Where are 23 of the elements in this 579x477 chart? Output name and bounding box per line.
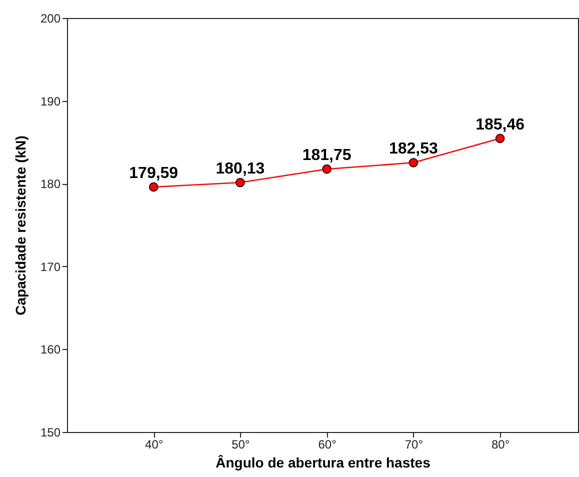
x-tick-label: 60°	[318, 438, 337, 452]
data-label: 181,75	[302, 147, 352, 164]
data-label: 180,13	[216, 160, 265, 178]
point	[495, 134, 505, 144]
y-tick-label: 180	[40, 177, 61, 192]
x-tick-label: 50°	[232, 438, 250, 452]
y-axis-title: Capacidade resistente (kN)	[12, 136, 28, 316]
point	[408, 158, 418, 168]
data-label: 179,59	[129, 164, 178, 182]
data-label: 185,46	[476, 116, 525, 134]
x-tick-label: 40°	[145, 438, 164, 452]
data-label: 182,53	[388, 140, 438, 158]
y-tick-label: 200	[40, 12, 61, 26]
y-tick-label: 170	[40, 260, 61, 274]
point	[236, 178, 245, 188]
point	[322, 164, 332, 174]
point	[148, 182, 158, 192]
y-tick-label: 160	[40, 342, 61, 357]
x-tick-label: 70°	[404, 438, 424, 452]
x-axis-title: Ângulo de abertura entre hastes	[216, 454, 431, 470]
y-tick-label: 150	[40, 426, 61, 440]
x-tick-label: 80°	[491, 438, 510, 452]
y-tick-label: 190	[40, 94, 61, 108]
